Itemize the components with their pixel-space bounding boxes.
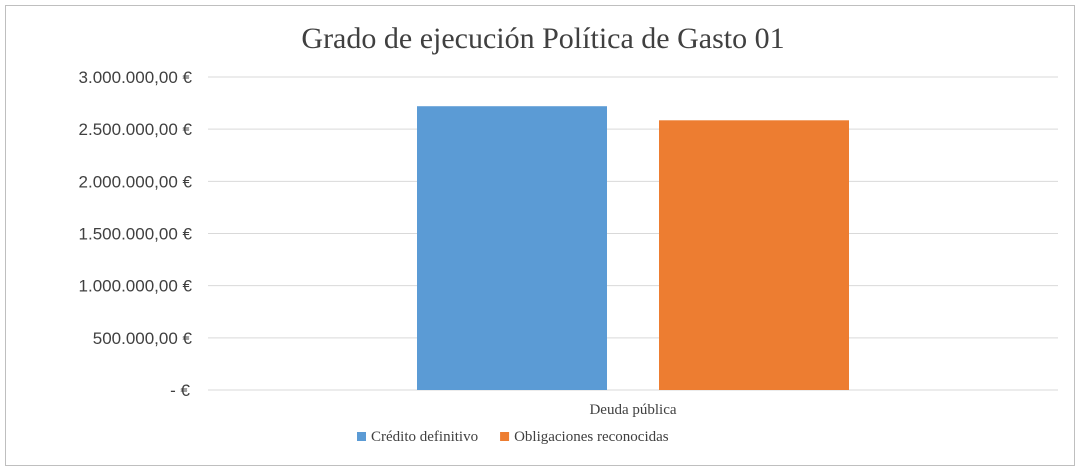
bar-obligaciones-reconocidas	[659, 120, 849, 390]
legend-label: Obligaciones reconocidas	[514, 429, 669, 445]
chart-title: Grado de ejecución Política de Gasto 01	[301, 22, 784, 55]
bar-crédito-definitivo	[417, 106, 607, 391]
legend-swatch	[500, 432, 510, 441]
y-tick-label: 1.000.000,00 €	[79, 277, 193, 296]
x-category-label: Deuda pública	[589, 402, 676, 418]
gridlines	[208, 76, 1058, 391]
y-tick-label: 3.000.000,00 €	[79, 68, 193, 87]
y-tick-label: - €	[170, 381, 190, 400]
y-tick-label: 2.500.000,00 €	[79, 120, 193, 139]
legend-label: Crédito definitivo	[371, 429, 478, 445]
y-tick-label: 500.000,00 €	[93, 329, 193, 348]
y-axis-ticks: - € 500.000,00 € 1.000.000,00 € 1.500.000,0…	[79, 68, 193, 400]
legend: Crédito definitivo Obligaciones reconocid…	[357, 429, 669, 445]
x-axis-categories: Deuda pública	[589, 402, 676, 418]
bars	[417, 106, 849, 391]
legend-swatch	[357, 432, 366, 441]
y-tick-label: 2.000.000,00 €	[79, 172, 193, 191]
y-tick-label: 1.500.000,00 €	[79, 225, 193, 244]
